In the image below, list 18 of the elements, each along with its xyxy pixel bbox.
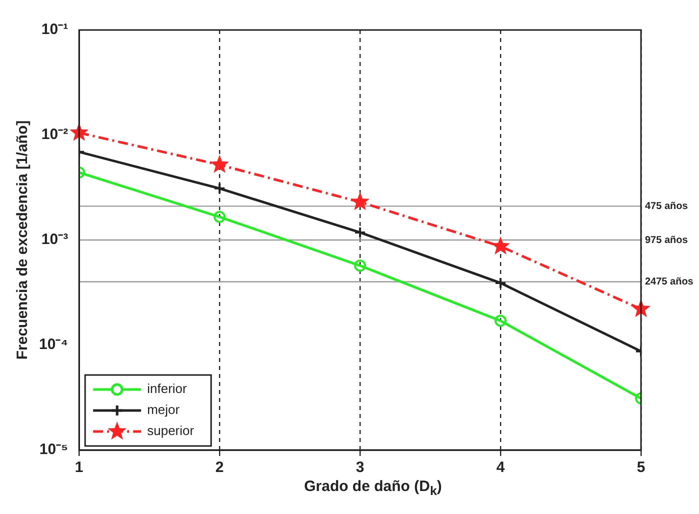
y-axis-title: Frecuencia de excedencia [1/año] xyxy=(14,120,32,360)
ref-line-label: 2475 años xyxy=(645,276,694,288)
x-axis-title: Grado de daño (D$_{k}$) xyxy=(303,478,443,498)
ref-line-label: 475 años xyxy=(645,200,688,212)
x-tick-label: 2 xyxy=(215,459,224,476)
legend-label: mejor xyxy=(147,402,180,418)
x-tick-label: 4 xyxy=(496,459,506,476)
x-tick-label: 5 xyxy=(636,459,646,476)
legend-label: superior xyxy=(147,423,195,438)
y-tick-label: 10⁻⁵ xyxy=(39,441,68,458)
y-tick-label: 10⁻⁴ xyxy=(38,336,68,354)
x-tick-label: 3 xyxy=(356,459,364,476)
x-tick-label: 1 xyxy=(74,459,84,476)
y-tick-label: 10⁻³ xyxy=(41,231,68,248)
y-tick-label: 10⁻² xyxy=(41,126,68,144)
legend-label: inferior xyxy=(147,381,188,396)
y-tick-label: 10⁻¹ xyxy=(41,21,68,38)
ref-line-label: 975 años xyxy=(645,234,688,246)
